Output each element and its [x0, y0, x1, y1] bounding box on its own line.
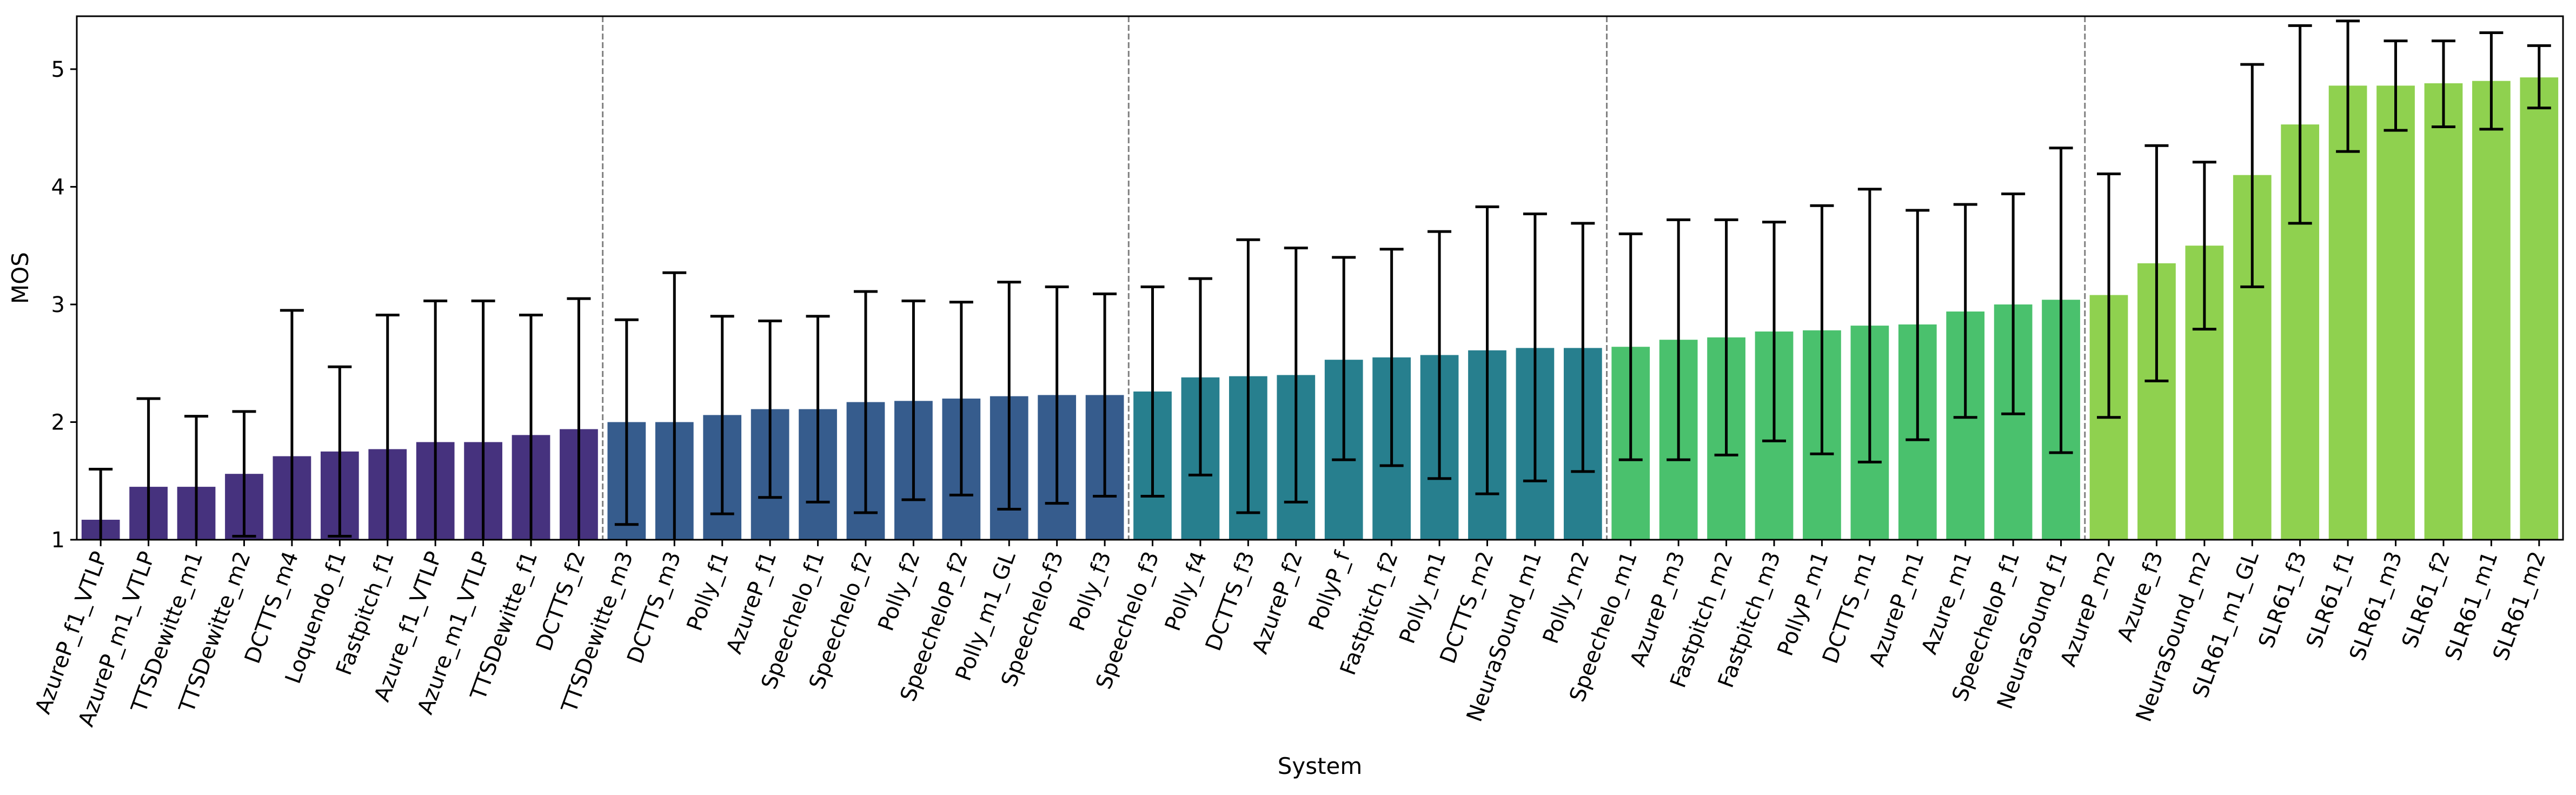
error-bar: [2240, 63, 2265, 288]
error-bar: [1188, 277, 1212, 476]
error-bar: [2431, 39, 2455, 128]
bar: [2472, 81, 2511, 540]
bar: [2424, 83, 2463, 540]
error-bar: [2384, 39, 2408, 132]
error-bar: [184, 415, 209, 540]
error-bar: [519, 314, 543, 540]
error-bar: [423, 299, 448, 540]
error-bar: [2479, 31, 2504, 131]
error-bar: [853, 290, 878, 514]
error-bar: [1810, 204, 1834, 455]
error-bar: [1523, 212, 1547, 482]
axes-frame: [76, 15, 2564, 541]
y-axis-label: MOS: [7, 252, 34, 304]
error-bar: [1714, 218, 1738, 456]
error-bar: [2192, 161, 2216, 331]
x-axis-label: System: [1278, 753, 1363, 779]
y-tick-label: 5: [51, 57, 65, 82]
bar: [2328, 85, 2367, 540]
error-bar: [806, 315, 830, 504]
error-bar: [2145, 144, 2169, 382]
error-bar: [949, 301, 973, 496]
error-bar: [328, 365, 352, 538]
error-bar: [1379, 248, 1404, 467]
error-bar: [1667, 218, 1691, 461]
error-bar: [1284, 247, 1308, 504]
error-bar: [1093, 292, 1117, 498]
y-axis: 1 2 3 4 5: [51, 57, 77, 553]
error-bar: [2001, 192, 2026, 415]
error-bar: [1762, 221, 1787, 442]
error-bar: [1332, 256, 1356, 461]
error-bar: [280, 309, 304, 540]
error-bar: [1906, 209, 1930, 441]
error-bar: [901, 299, 926, 501]
bar: [2520, 77, 2559, 540]
error-bar: [710, 315, 734, 515]
error-bar: [614, 318, 639, 526]
error-bar: [471, 299, 495, 540]
error-bar: [1140, 285, 1165, 498]
error-bar: [1236, 238, 1260, 514]
error-bar: [375, 314, 400, 540]
error-bar: [2049, 147, 2073, 454]
plot-area: [81, 16, 2559, 540]
error-bar: [136, 397, 161, 540]
error-bar: [1045, 285, 1069, 505]
bar: [2376, 85, 2415, 540]
error-bar: [1618, 232, 1643, 461]
error-bar: [567, 297, 591, 540]
error-bar: [89, 467, 113, 540]
error-bar: [2527, 44, 2551, 110]
error-bar: [758, 319, 782, 499]
y-tick-label: 4: [51, 175, 65, 200]
y-tick-label: 3: [51, 293, 65, 317]
error-bar: [1571, 222, 1595, 473]
error-bar: [232, 410, 256, 538]
error-bar: [1475, 205, 1499, 495]
error-bar: [1857, 188, 1882, 463]
y-tick-label: 1: [51, 528, 65, 553]
error-bar: [1953, 203, 1977, 419]
error-bar: [1428, 230, 1452, 480]
error-bar: [2336, 19, 2360, 153]
error-bar: [2288, 24, 2312, 225]
y-tick-label: 2: [51, 410, 65, 435]
error-bar: [2096, 172, 2121, 419]
error-bar: [997, 281, 1021, 511]
error-bar: [662, 271, 687, 540]
